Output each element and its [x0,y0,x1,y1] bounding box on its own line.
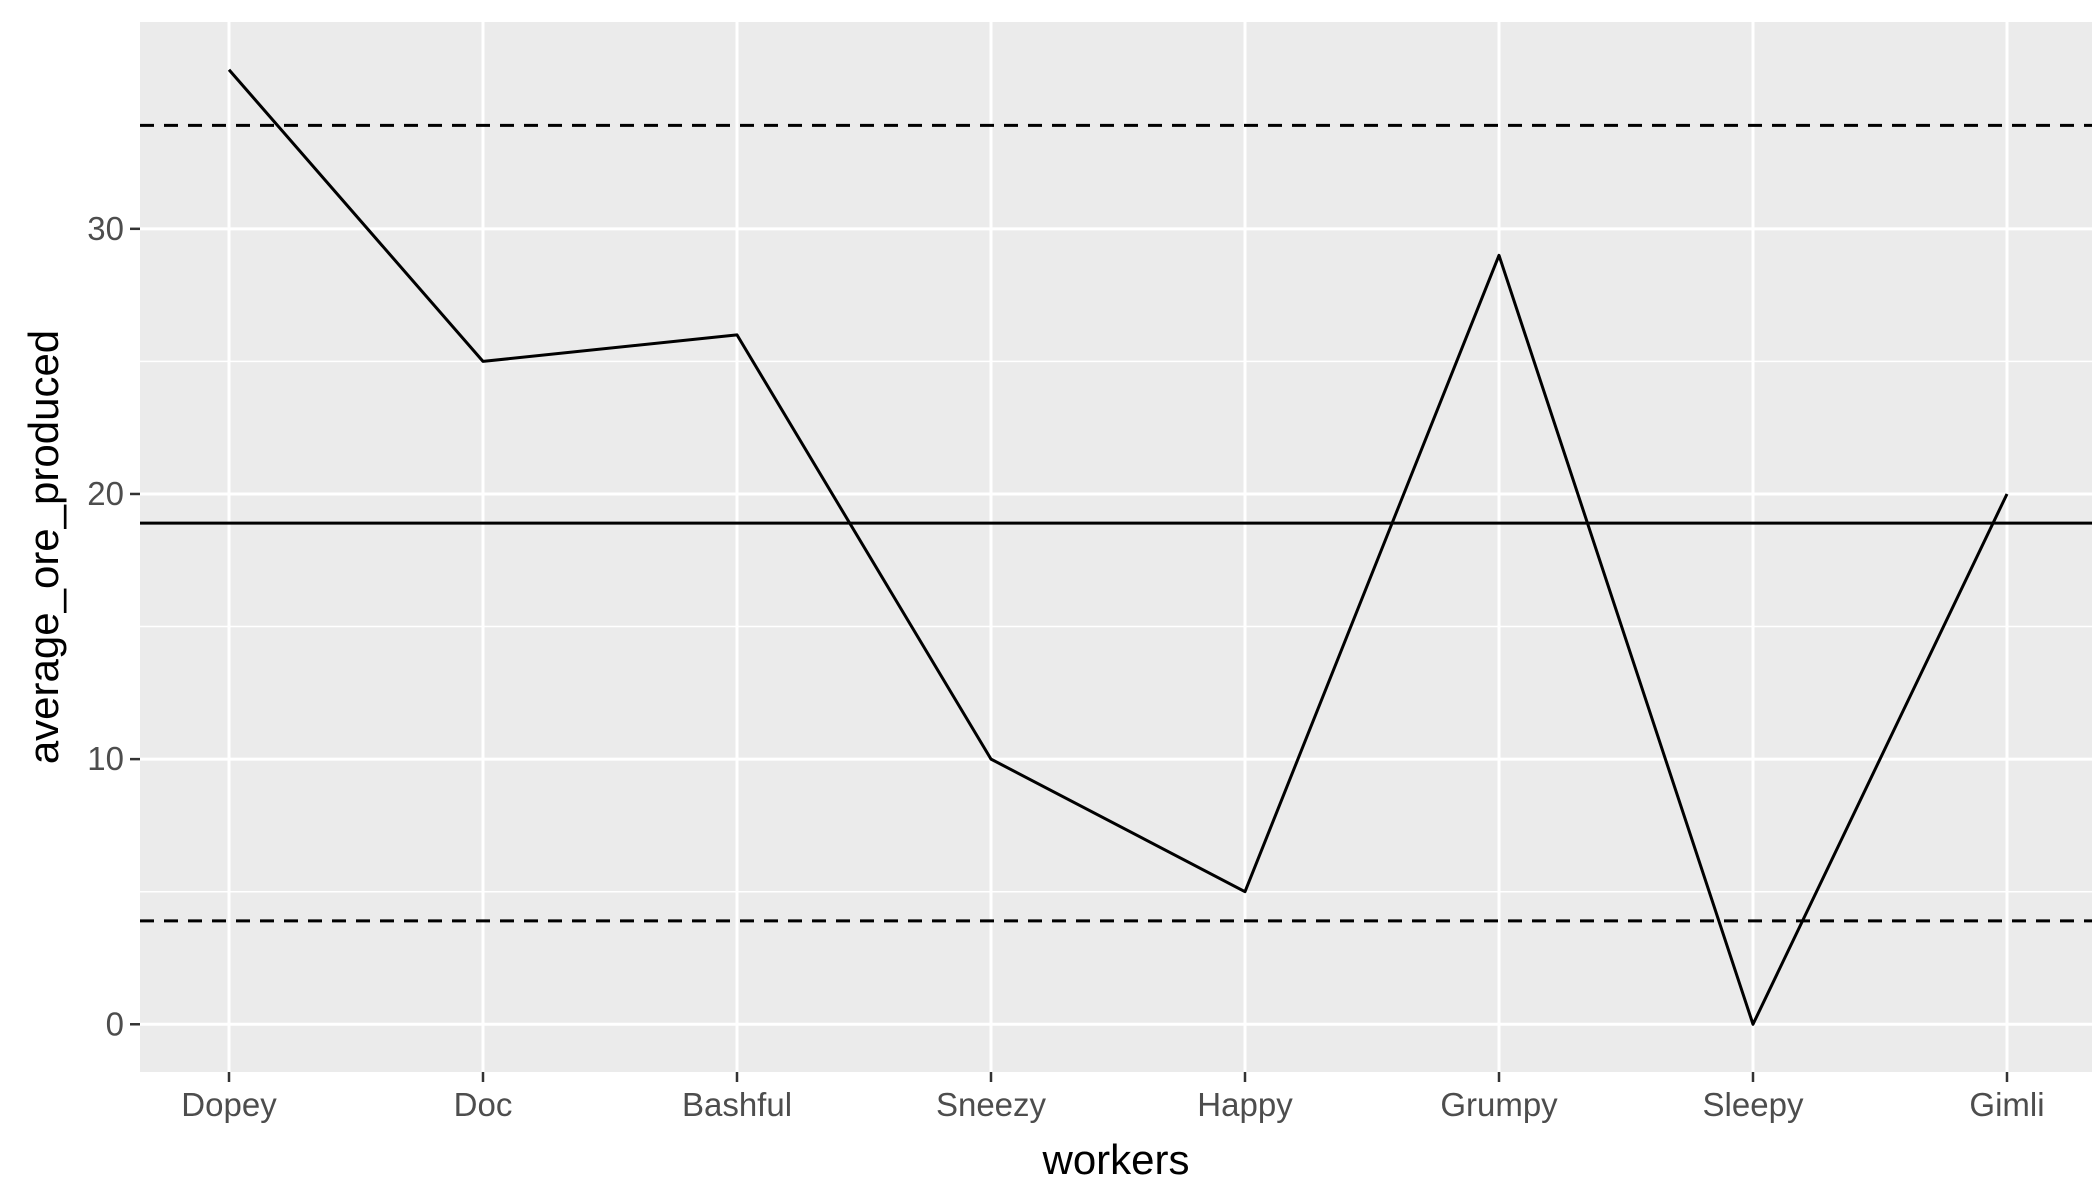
y-tick-label: 20 [87,475,124,512]
x-tick-label: Gimli [1969,1086,2044,1123]
x-axis-title: workers [1041,1136,1189,1183]
series-layer [227,68,2009,1026]
x-tick-label: Dopey [181,1086,277,1123]
grid-layer [140,22,2092,1072]
y-tick-label: 0 [106,1005,124,1042]
y-tick-label: 30 [87,210,124,247]
x-tick-label: Sleepy [1703,1086,1804,1123]
x-tick-label: Grumpy [1440,1086,1558,1123]
axes: 0 10 20 30 Dopey Doc Bashful Sneezy Happy Grumpy S… [87,210,2044,1123]
x-tick-label: Doc [454,1086,513,1123]
series-line [227,68,2009,1026]
x-tick-label: Bashful [682,1086,792,1123]
reference-lines [140,123,2092,923]
y-axis-title: average_ore_produced [20,330,67,764]
x-tick-label: Happy [1197,1086,1293,1123]
y-tick-label: 10 [87,740,124,777]
plot-panel [140,22,2092,1072]
x-tick-label: Sneezy [936,1086,1047,1123]
